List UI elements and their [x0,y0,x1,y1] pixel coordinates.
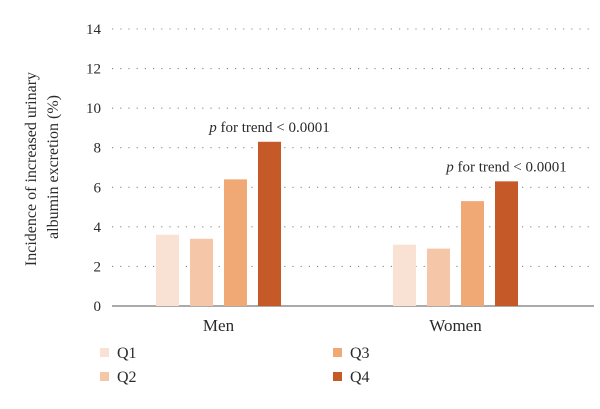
y-tick-label: 0 [94,299,102,315]
x-axis-categories: Men Women [203,316,482,335]
legend-swatch-q2 [100,372,109,381]
bar-women-q4 [495,181,518,306]
bar-men-q1 [156,234,179,306]
bar-men-q3 [224,179,247,306]
bar-women-q1 [393,244,416,306]
y-axis-ticks: 0 2 4 6 8 10 12 14 [86,22,102,315]
legend-swatch-q4 [333,372,342,381]
legend-label-q3: Q3 [350,345,370,362]
y-tick-label: 2 [94,259,102,275]
category-label-men: Men [203,316,235,335]
bar-women-q3 [461,201,484,306]
bars [156,141,518,306]
category-label-women: Women [429,316,482,335]
bar-men-q4 [258,141,281,306]
legend-label-q2: Q2 [117,369,137,386]
annotation-text: for trend < 0.0001 [454,159,567,175]
legend-swatch-q1 [100,348,109,357]
y-tick-label: 4 [94,220,102,236]
y-tick-label: 8 [94,141,102,157]
trend-annotation-women: p for trend < 0.0001 [445,159,567,175]
annotation-text: for trend < 0.0001 [217,120,330,136]
legend-swatch-q3 [333,348,342,357]
annotation-italic-p: p [208,120,217,136]
y-axis-label-line-2: albumin excretion (%) [45,95,62,239]
y-tick-label: 6 [94,180,102,196]
y-axis-label: Incidence of increased urinary albumin e… [23,68,62,266]
y-tick-label: 10 [86,101,101,117]
legend: Q1 Q2 Q3 Q4 [100,345,370,386]
legend-label-q1: Q1 [117,345,137,362]
annotation-italic-p: p [445,159,454,175]
bar-men-q2 [190,238,213,306]
y-tick-label: 14 [86,22,102,38]
bar-women-q2 [427,248,450,306]
legend-label-q4: Q4 [350,369,370,386]
trend-annotation-men: p for trend < 0.0001 [208,120,330,136]
y-axis-label-line-1: Incidence of increased urinary [23,72,40,266]
y-tick-label: 12 [86,62,101,78]
